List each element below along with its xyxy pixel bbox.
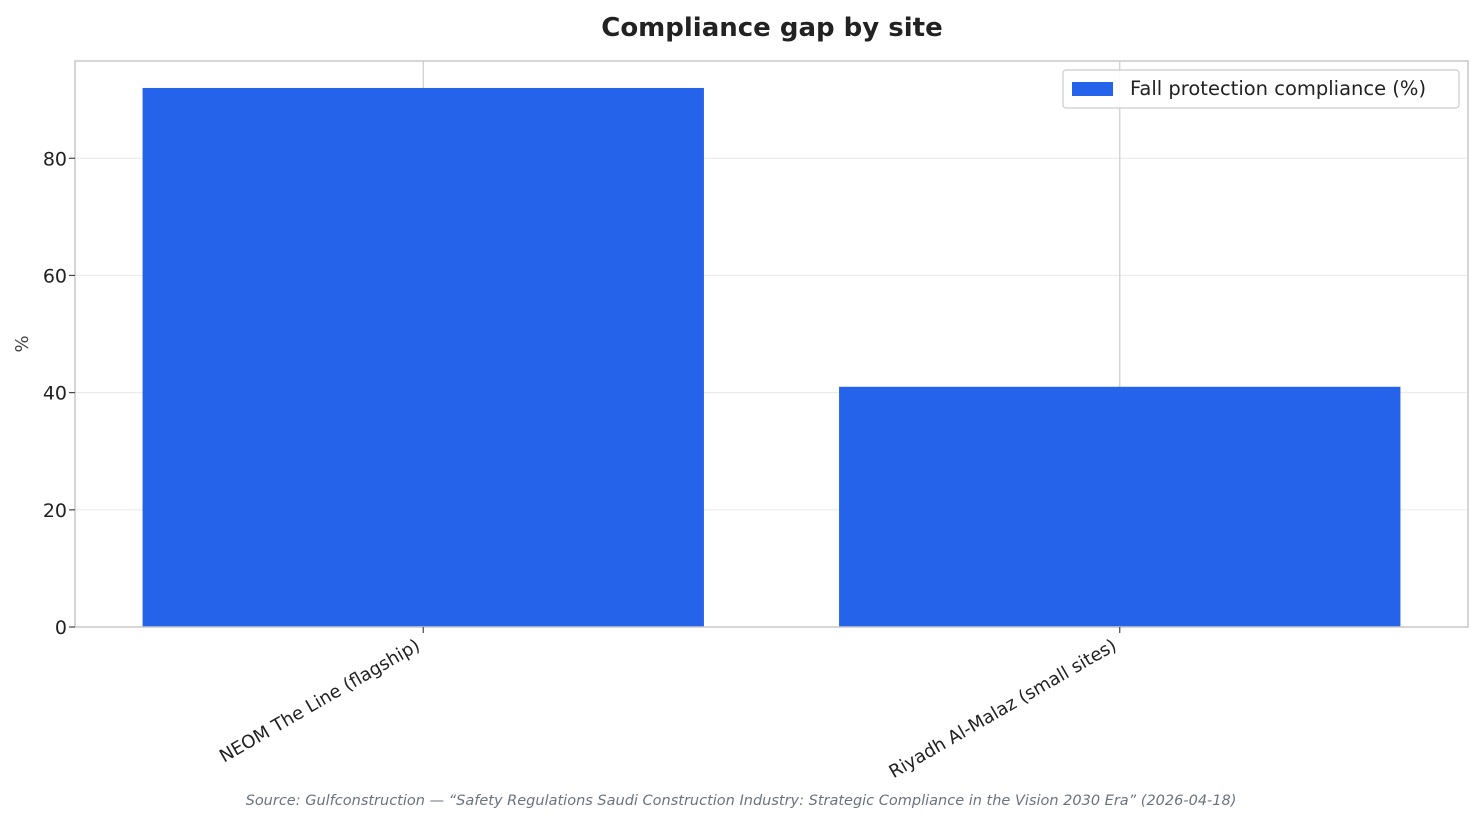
legend-swatch — [1072, 82, 1113, 96]
x-axis-ticks: NEOM The Line (flagship) Riyadh Al-Malaz … — [216, 627, 1121, 783]
y-axis-ticks: 0 20 40 60 80 — [43, 148, 75, 639]
y-tick-label: 0 — [55, 617, 67, 639]
x-tick-label: NEOM The Line (flagship) — [216, 635, 424, 767]
legend-label: Fall protection compliance (%) — [1130, 77, 1426, 100]
chart-title: Compliance gap by site — [601, 13, 943, 43]
source-note: Source: Gulfconstruction — “Safety Regul… — [246, 793, 1237, 809]
y-tick-label: 40 — [43, 383, 67, 405]
y-tick-label: 60 — [43, 265, 67, 287]
plot-frame — [74, 60, 1469, 628]
bar-1 — [839, 386, 1401, 627]
bars — [142, 87, 1401, 627]
bar-0 — [142, 87, 704, 627]
legend: Fall protection compliance (%) — [1062, 69, 1460, 109]
y-tick-label: 20 — [43, 500, 67, 522]
x-tick-label: Riyadh Al-Malaz (small sites) — [886, 635, 1121, 783]
legend-box — [1062, 69, 1460, 109]
y-axis-label: % — [12, 335, 33, 352]
y-tick-label: 80 — [43, 148, 67, 170]
